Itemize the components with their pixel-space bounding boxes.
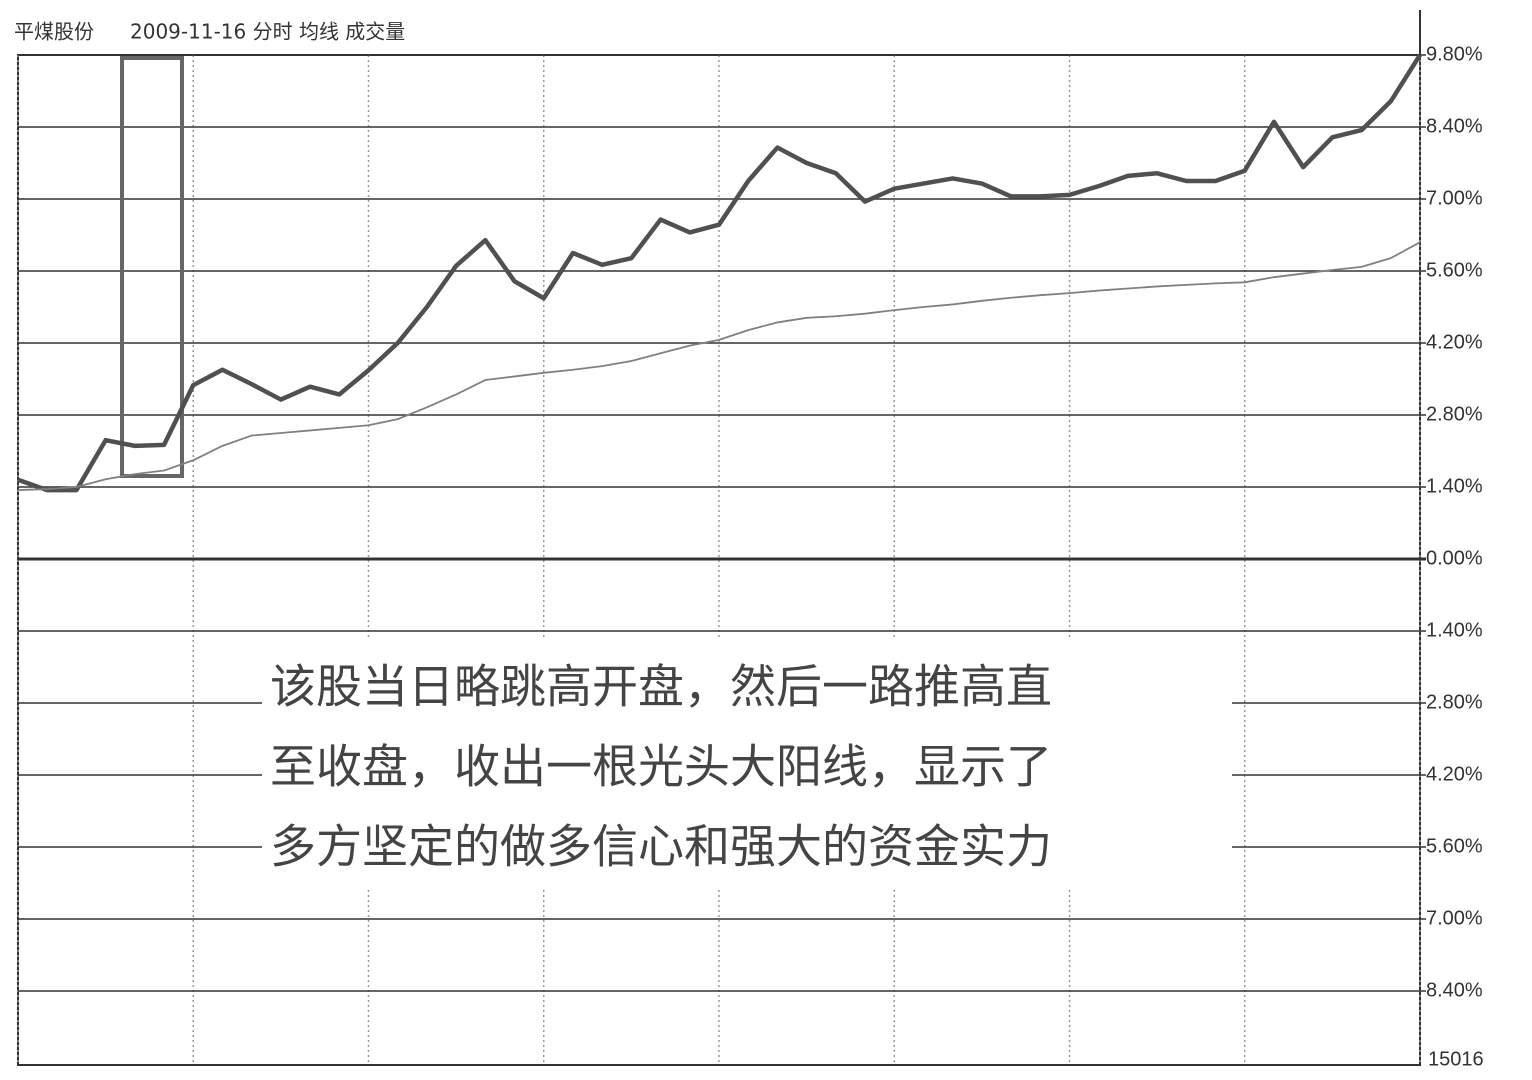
annotation: 多方坚定的做多信心和强大的资金实力 (270, 820, 1052, 874)
annotation: 至收盘，收出一根光头大阳线，显示了 (270, 740, 1052, 794)
y-tick-label: 0.00% (1426, 547, 1483, 569)
y-tick-label: 8.40% (1426, 115, 1483, 137)
y-tick-label: 4.20% (1426, 763, 1483, 785)
series-line (17, 53, 1422, 493)
y-tick-label: 9.80% (1426, 43, 1483, 65)
annotation: 该股当日略跳高开盘，然后一路推高直 (270, 660, 1052, 714)
y-tick-label: 5.60% (1426, 835, 1483, 857)
volume-label: 15016 (1428, 1048, 1484, 1070)
y-tick-label: 1.40% (1426, 619, 1483, 641)
y-tick-label: 1.40% (1426, 475, 1483, 497)
note-background (262, 640, 1232, 890)
grid (17, 54, 1426, 1063)
y-tick-label: 7.00% (1426, 907, 1483, 929)
series-line (17, 241, 1421, 491)
chart-title: 平煤股份 (14, 20, 94, 44)
y-tick-label: 2.80% (1426, 691, 1483, 713)
y-tick-label: 2.80% (1426, 403, 1483, 425)
y-tick-label: 8.40% (1426, 979, 1483, 1001)
y-tick-label: 7.00% (1426, 187, 1483, 209)
y-tick-label: 5.60% (1426, 259, 1483, 281)
chart-subtitle: 2009-11-16 分时 均线 成交量 (130, 20, 405, 44)
y-tick-label: 4.20% (1426, 331, 1483, 353)
highlight-box (120, 56, 184, 478)
